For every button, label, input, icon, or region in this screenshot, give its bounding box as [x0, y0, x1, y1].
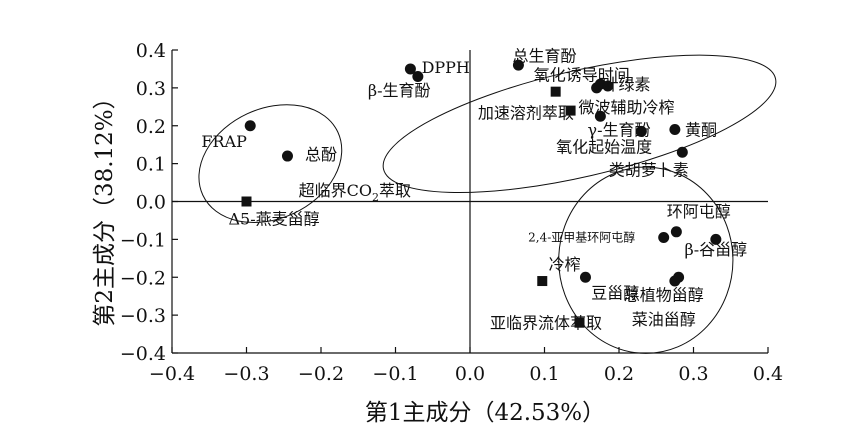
- point-label: 氧化起始温度: [556, 138, 652, 157]
- data-points: [241, 59, 722, 328]
- cluster-ellipse: [198, 104, 343, 224]
- point-label: β-生育酚: [368, 81, 431, 100]
- point-circle: [281, 150, 293, 162]
- point-label: 微波辅助冷榨: [578, 98, 674, 117]
- cluster-ellipse: [382, 54, 777, 194]
- x-tick-label: −0.4: [149, 363, 195, 385]
- label-subscript: 2: [372, 191, 379, 204]
- point-circle: [710, 233, 722, 245]
- point-label: 总生育酚: [512, 47, 576, 66]
- point-circle: [673, 271, 685, 283]
- point-circle: [635, 125, 647, 137]
- point-circle: [669, 124, 681, 136]
- point-label: 黄酮: [685, 121, 717, 140]
- point-label: β-谷甾醇: [685, 240, 748, 259]
- x-tick-label: 0.0: [455, 363, 485, 385]
- point-circle: [602, 80, 614, 92]
- point-square: [241, 196, 252, 207]
- y-tick-label: −0.3: [120, 305, 166, 327]
- point-square: [574, 317, 585, 328]
- point-label: 超临界CO2萃取: [299, 181, 411, 204]
- x-tick-label: −0.1: [372, 363, 418, 385]
- cluster-ellipse: [558, 166, 734, 354]
- point-label: 氧化诱导时间: [534, 66, 630, 85]
- y-tick-label: −0.2: [120, 267, 166, 289]
- y-tick-label: 0.1: [136, 154, 166, 176]
- y-tick-label: −0.1: [120, 229, 166, 251]
- x-tick-label: 0.3: [678, 363, 708, 385]
- point-circle: [244, 120, 256, 132]
- point-label: 2,4-亚甲基环阿屯醇: [528, 230, 635, 245]
- point-square: [565, 105, 576, 116]
- point-label: 叶绿素: [602, 75, 650, 94]
- x-tick-label: −0.2: [298, 363, 344, 385]
- y-tick-label: 0.4: [136, 40, 166, 62]
- axes: −0.4 −0.3 −0.2 −0.1 0.0 0.1 0.2 0.3 0.4 0.4 0.3 0.2…: [120, 40, 783, 385]
- point-circle: [594, 110, 606, 122]
- x-tick-label: 0.1: [529, 363, 559, 385]
- point-circle: [404, 63, 416, 75]
- label-part: 超临界CO: [299, 181, 372, 200]
- point-label: 总酚: [305, 145, 337, 164]
- point-circle: [670, 226, 682, 238]
- point-square: [550, 86, 561, 97]
- point-label: 亚临界流体萃取: [490, 314, 602, 333]
- x-tick-label: −0.3: [223, 363, 269, 385]
- point-label: 菜油甾醇: [632, 310, 696, 329]
- point-label: 豆甾醇: [591, 283, 639, 302]
- point-square: [537, 276, 548, 287]
- y-tick-label: 0.2: [136, 116, 166, 138]
- point-label: γ-生育酚: [588, 121, 651, 140]
- y-tick-label: 0.0: [136, 192, 166, 214]
- x-tick-label: 0.2: [604, 363, 634, 385]
- x-axis-label: 第1主成分（42.53%）: [365, 400, 605, 426]
- cluster-ellipses: [198, 54, 777, 354]
- x-tick-label: 0.4: [753, 363, 783, 385]
- point-label: DPPH: [422, 58, 470, 77]
- point-circle: [676, 146, 688, 158]
- label-part: 萃取: [379, 181, 411, 200]
- point-label: FRAP: [201, 132, 247, 151]
- point-label: 加速溶剂萃取: [478, 103, 574, 122]
- point-label: 冷榨: [549, 255, 581, 274]
- point-label: 环阿屯醇: [667, 202, 731, 221]
- y-tick-label: −0.4: [120, 343, 166, 365]
- point-label: 总植物甾醇: [624, 285, 704, 304]
- point-label: 类胡萝卜素: [609, 160, 689, 179]
- point-circle: [658, 231, 670, 243]
- point-circle: [512, 59, 524, 71]
- y-tick-label: 0.3: [136, 78, 166, 100]
- y-axis-label: 第2主成分（38.12%）: [92, 86, 118, 326]
- point-circle: [412, 71, 424, 83]
- point-circle: [579, 271, 591, 283]
- point-label: Δ5-燕麦甾醇: [228, 210, 319, 229]
